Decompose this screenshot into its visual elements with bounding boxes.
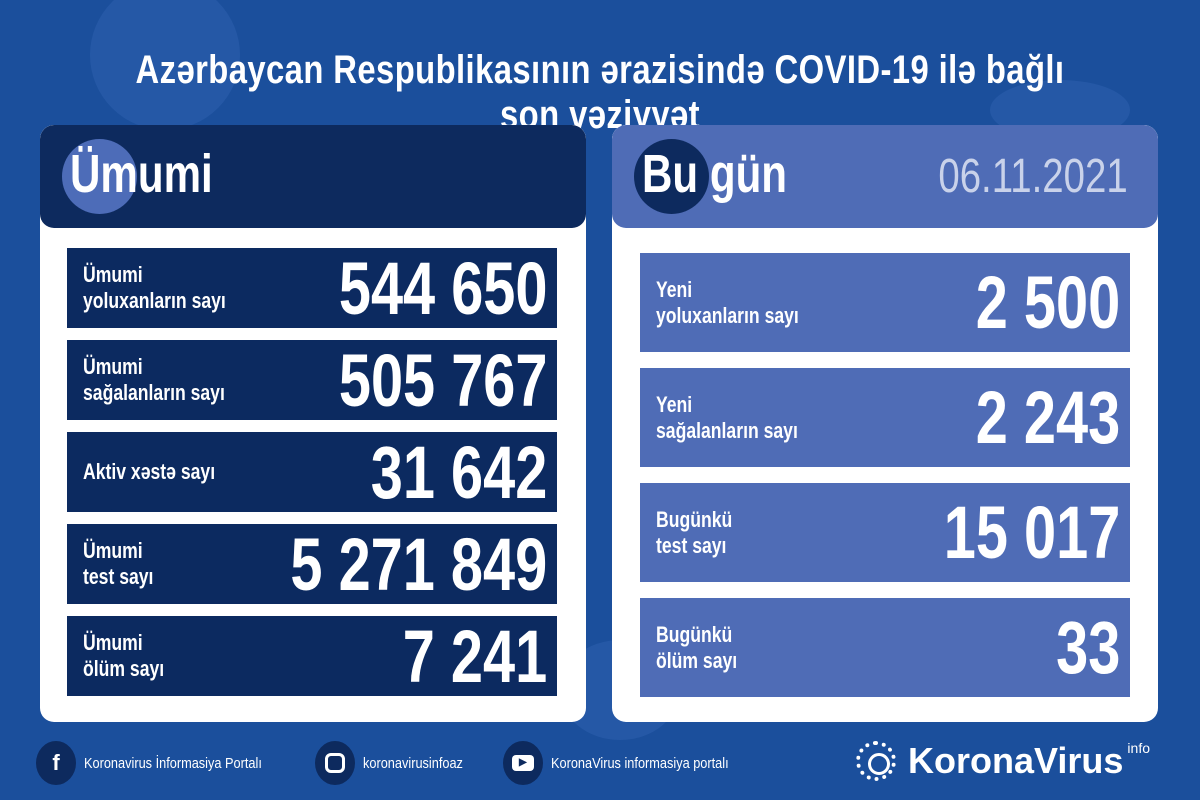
row-value: 2 500	[975, 261, 1120, 344]
total-panel: Ümumi Ümumi yoluxanların sayı 544 650 Ümu…	[40, 125, 586, 722]
instagram-link[interactable]: koronavirusinfoaz	[315, 741, 481, 785]
today-row-deaths: Bugünkü ölüm sayı 33	[640, 598, 1130, 697]
youtube-icon: ▶	[502, 741, 543, 785]
today-row-tests: Bugünkü test sayı 15 017	[640, 483, 1130, 582]
row-label: Ümumi test sayı	[83, 538, 154, 589]
facebook-label: Koronavirus İnformasiya Portalı	[84, 754, 262, 772]
row-label: Ümumi ölüm sayı	[83, 630, 165, 681]
row-label: Yeni sağalanların sayı	[656, 391, 798, 443]
sun-icon	[856, 741, 897, 781]
row-value: 2 243	[975, 376, 1120, 459]
instagram-icon	[315, 741, 356, 785]
total-row-cases: Ümumi yoluxanların sayı 544 650	[67, 246, 557, 330]
row-label: Bugünkü ölüm sayı	[656, 621, 738, 673]
row-value: 33	[1055, 606, 1120, 689]
row-label: Bugünkü test sayı	[656, 506, 733, 558]
instagram-label: koronavirusinfoaz	[363, 754, 464, 772]
total-row-tests: Ümumi test sayı 5 271 849	[67, 522, 557, 606]
brand-suffix: info	[1127, 740, 1150, 756]
total-heading: Ümumi	[70, 144, 213, 204]
row-label: Ümumi sağalanların sayı	[83, 354, 225, 405]
row-value: 31 642	[370, 430, 547, 514]
today-heading: Bu gün	[642, 144, 788, 204]
brand-name: KoronaVirus	[908, 740, 1124, 781]
row-label: Aktiv xəstə sayı	[83, 459, 216, 484]
today-row-cases: Yeni yoluxanların sayı 2 500	[640, 253, 1130, 352]
row-value: 7 241	[402, 614, 547, 698]
facebook-icon: f	[36, 741, 76, 785]
row-value: 5 271 849	[290, 522, 547, 606]
row-label: Ümumi yoluxanların sayı	[83, 262, 226, 313]
row-value: 544 650	[338, 246, 547, 330]
today-panel: Bu gün 06.11.2021 Yeni yoluxanların sayı…	[612, 125, 1158, 722]
total-row-active: Aktiv xəstə sayı 31 642	[67, 430, 557, 514]
virus-decoration	[90, 0, 240, 130]
total-row-recovered: Ümumi sağalanların sayı 505 767	[67, 338, 557, 422]
today-date: 06.11.2021	[938, 150, 1128, 203]
total-header: Ümumi	[40, 125, 586, 228]
row-label: Yeni yoluxanların sayı	[656, 276, 799, 328]
youtube-label: KoronaVirus informasiya portalı	[550, 754, 729, 772]
facebook-link[interactable]: f Koronavirus İnformasiya Portalı	[36, 741, 293, 785]
total-row-deaths: Ümumi ölüm sayı 7 241	[67, 614, 557, 698]
virus-icon	[634, 139, 709, 214]
row-value: 505 767	[338, 338, 547, 422]
today-row-recovered: Yeni sağalanların sayı 2 243	[640, 368, 1130, 467]
footer: f Koronavirus İnformasiya Portalı koronav…	[36, 738, 1160, 788]
today-header: Bu gün 06.11.2021	[612, 125, 1158, 228]
virus-icon	[62, 139, 137, 214]
brand-logo: KoronaVirus info	[856, 740, 1150, 782]
youtube-link[interactable]: ▶ KoronaVirus informasiya portalı	[502, 741, 760, 785]
row-value: 15 017	[943, 491, 1120, 574]
